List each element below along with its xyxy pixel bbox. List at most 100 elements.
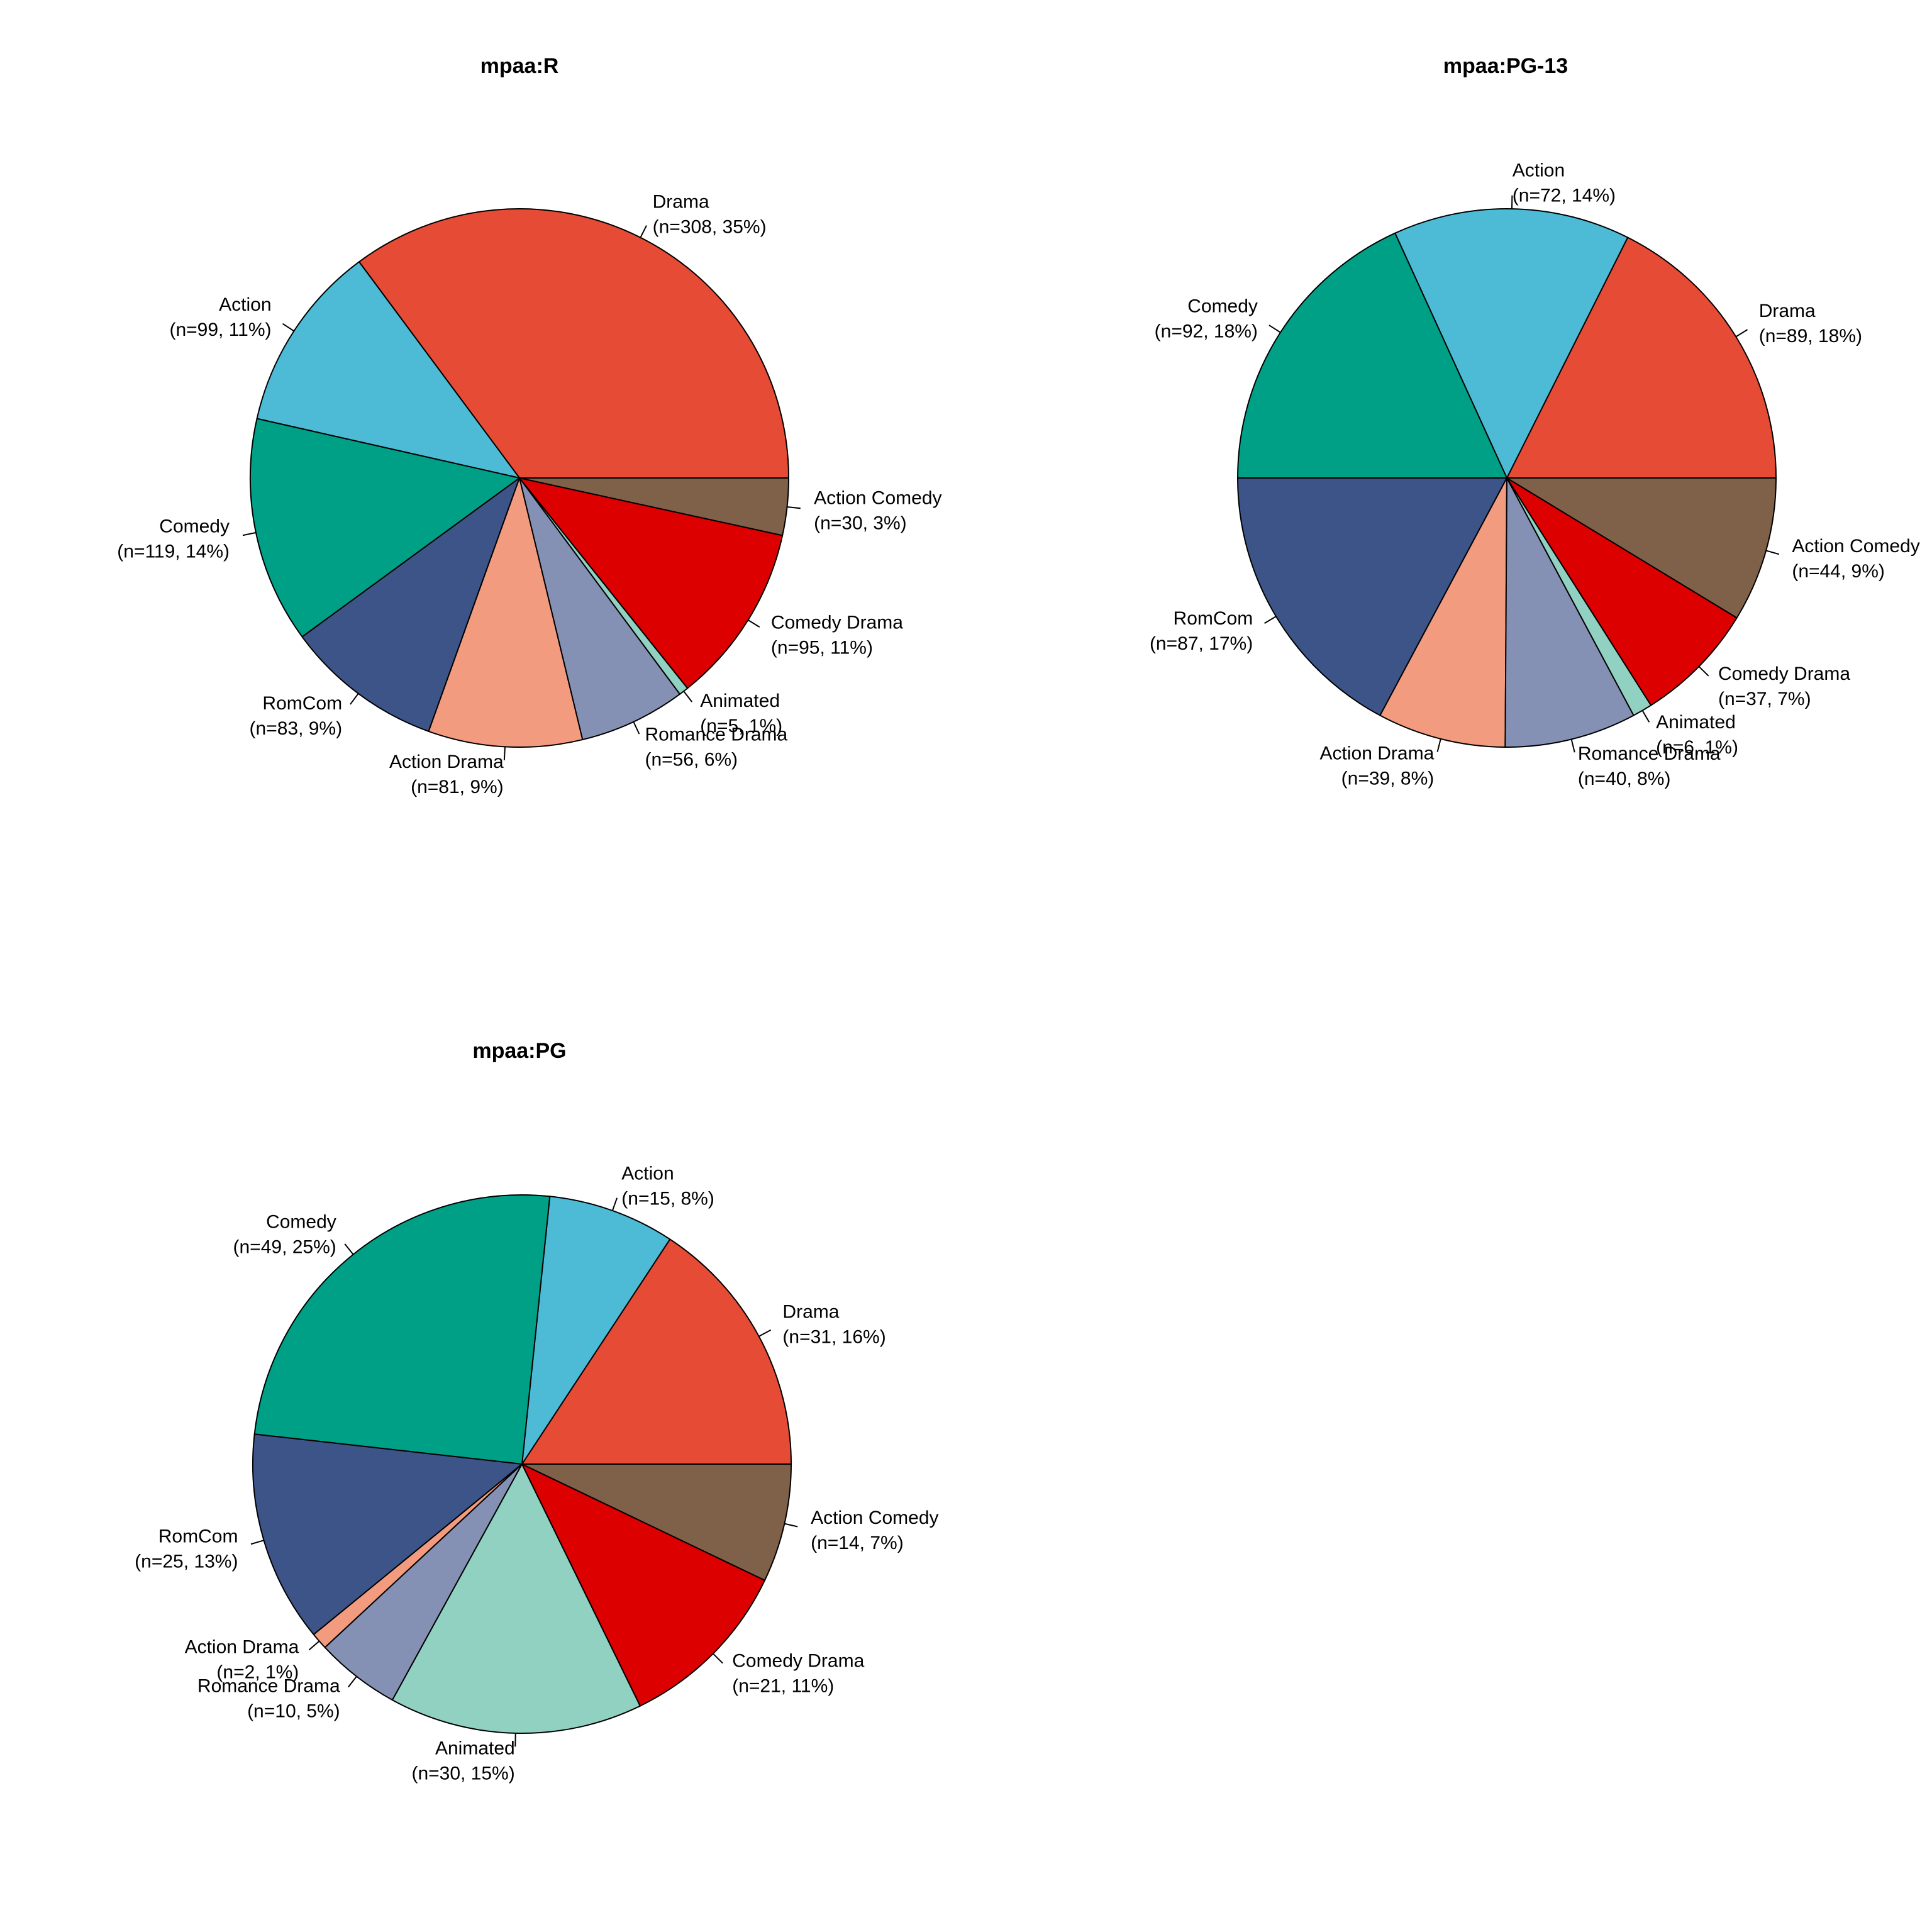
slice-label-category: Romance Drama	[197, 1675, 340, 1696]
slice-label-count: (n=5, 1%)	[700, 716, 782, 736]
leader-line-pg13-action-drama	[1436, 738, 1441, 752]
leader-line-r-action-comedy	[787, 506, 801, 509]
slice-label-category: Comedy Drama	[1718, 663, 1850, 684]
leader-line-pg13-animated	[1641, 710, 1650, 723]
leader-line-pg-action	[611, 1197, 618, 1211]
slice-label-r-action: Action (n=99, 11%)	[169, 294, 271, 340]
slice-label-pg-action-drama: Action Drama (n=2, 1%)	[185, 1637, 299, 1683]
slice-label-category: Animated	[700, 691, 780, 711]
slice-label-category: RomCom	[158, 1526, 238, 1546]
slice-label-r-action-comedy: Action Comedy (n=30, 3%)	[814, 488, 941, 534]
slice-label-pg13-action-comedy: Action Comedy (n=44, 9%)	[1792, 536, 1919, 582]
slice-label-r-romcom: RomCom (n=83, 9%)	[250, 693, 343, 739]
slice-label-pg13-comedy-drama: Comedy Drama (n=37, 7%)	[1718, 663, 1850, 709]
pie-slice-pg13-romcom	[1237, 477, 1507, 716]
slice-label-category: Comedy	[1187, 296, 1258, 316]
leader-line-r-romcom	[350, 693, 359, 705]
slice-label-count: (n=21, 11%)	[732, 1676, 834, 1697]
slice-label-pg-action-comedy: Action Comedy (n=14, 7%)	[811, 1507, 938, 1553]
pie-slice-pg-drama	[521, 1238, 792, 1465]
slice-label-category: Action	[1513, 160, 1565, 180]
pie-slice-pg13-comedy	[1237, 232, 1507, 479]
leader-line-pg13-comedy-drama	[1698, 666, 1709, 677]
pie-slice-pg-action	[521, 1196, 671, 1465]
slice-label-category: Romance Drama	[1578, 743, 1721, 764]
slice-label-count: (n=89, 18%)	[1759, 326, 1862, 347]
leader-line-pg-drama	[758, 1329, 772, 1337]
pie-slice-r-action	[256, 261, 520, 479]
slice-label-count: (n=81, 9%)	[411, 777, 504, 797]
leader-line-r-comedy	[242, 531, 257, 536]
leader-line-pg-comedy-drama	[713, 1653, 723, 1664]
leader-line-pg-romcom	[250, 1540, 264, 1545]
leader-line-pg13-drama	[1735, 329, 1748, 338]
slice-label-count: (n=31, 16%)	[782, 1327, 886, 1348]
slice-label-category: Animated	[1656, 712, 1736, 733]
slice-label-category: Action Drama	[389, 752, 504, 772]
slice-label-category: RomCom	[262, 693, 342, 714]
slice-label-pg-drama: Drama (n=31, 16%)	[782, 1302, 886, 1348]
slice-label-count: (n=308, 35%)	[653, 216, 767, 237]
leader-line-pg13-action-comedy	[1765, 550, 1780, 555]
slice-label-count: (n=44, 9%)	[1792, 561, 1885, 582]
slice-label-count: (n=40, 8%)	[1578, 769, 1671, 789]
pie-chart-pg: mpaa:PG Drama (n=31, 16%) Action (n=15, 8%)…	[135, 1039, 938, 1784]
slice-label-r-romance-drama: Romance Drama (n=56, 6%)	[645, 724, 787, 770]
pie-slice-pg13-action-comedy	[1506, 477, 1777, 619]
slice-label-category: Romance Drama	[645, 724, 787, 745]
chart-title-pg: mpaa:PG	[472, 1039, 566, 1063]
pie-chart-r: mpaa:R Drama (n=308, 35%) Action (n=99, 11%…	[117, 54, 941, 797]
slice-label-category: Comedy	[266, 1211, 336, 1232]
slice-label-pg13-romcom: RomCom (n=87, 17%)	[1150, 608, 1253, 654]
leader-line-r-action	[282, 323, 294, 332]
leader-line-pg13-comedy	[1269, 325, 1281, 333]
pie-slice-r-comedy-drama	[519, 477, 784, 689]
chart-title-pg13: mpaa:PG-13	[1443, 54, 1568, 78]
leader-line-pg-animated	[514, 1733, 516, 1747]
slice-label-count: (n=49, 25%)	[233, 1236, 336, 1257]
pie-slice-r-action-drama	[428, 477, 584, 748]
leader-line-r-action-drama	[503, 747, 506, 760]
slice-label-count: (n=30, 15%)	[411, 1763, 514, 1784]
slice-label-category: RomCom	[1174, 608, 1253, 629]
leader-line-r-comedy-drama	[748, 619, 760, 628]
slice-label-count: (n=119, 14%)	[117, 541, 230, 562]
pie-r: Drama (n=308, 35%) Action (n=99, 11%) Comedy…	[117, 191, 941, 797]
slice-label-count: (n=95, 11%)	[771, 637, 873, 658]
pie-slice-pg13-action-drama	[1379, 477, 1507, 748]
slice-label-category: Action Drama	[1320, 743, 1435, 763]
slice-label-category: Action Comedy	[814, 488, 941, 509]
slice-label-count: (n=10, 5%)	[247, 1701, 340, 1721]
pie-slice-pg13-comedy-drama	[1506, 477, 1738, 706]
slice-label-r-comedy: Comedy (n=119, 14%)	[117, 516, 230, 562]
pie-slice-pg-romcom	[252, 1433, 523, 1636]
leader-line-pg-action-drama	[308, 1640, 320, 1651]
slice-label-category: Comedy Drama	[732, 1651, 864, 1672]
leader-line-r-animated	[683, 691, 693, 702]
slice-label-r-drama: Drama (n=308, 35%)	[653, 191, 767, 237]
pie-slice-r-romcom	[301, 477, 520, 732]
pie-chart-pg13: mpaa:PG-13 Drama (n=89, 18%) Action (n=72, …	[1150, 54, 1920, 789]
slice-label-category: Action Drama	[185, 1637, 299, 1658]
slice-label-pg-comedy-drama: Comedy Drama (n=21, 11%)	[732, 1651, 864, 1697]
slice-label-category: Action	[621, 1163, 674, 1184]
leader-line-pg13-romance-drama	[1570, 739, 1575, 753]
leader-line-r-drama	[640, 225, 647, 238]
slice-label-count: (n=39, 8%)	[1341, 768, 1435, 789]
slice-label-count: (n=92, 18%)	[1155, 321, 1258, 341]
slice-label-pg13-action-drama: Action Drama (n=39, 8%)	[1320, 743, 1435, 789]
slice-label-category: Animated	[435, 1738, 515, 1759]
slice-label-count: (n=30, 3%)	[814, 513, 907, 534]
slice-label-pg-romcom: RomCom (n=25, 13%)	[135, 1526, 238, 1572]
slice-label-category: Drama	[1759, 301, 1816, 321]
slice-label-pg13-drama: Drama (n=89, 18%)	[1759, 301, 1862, 347]
leader-line-pg13-romcom	[1264, 616, 1277, 624]
pie-slice-pg-action-comedy	[521, 1463, 792, 1581]
pie-slice-pg-comedy	[253, 1194, 551, 1465]
slice-label-count: (n=2, 1%)	[216, 1662, 299, 1683]
slice-label-category: Action Comedy	[811, 1507, 938, 1528]
leader-line-pg-romance-drama	[348, 1676, 357, 1688]
pie-pg13: Drama (n=89, 18%) Action (n=72, 14%) Comedy (…	[1150, 160, 1920, 789]
slice-label-r-comedy-drama: Comedy Drama (n=95, 11%)	[771, 612, 903, 658]
